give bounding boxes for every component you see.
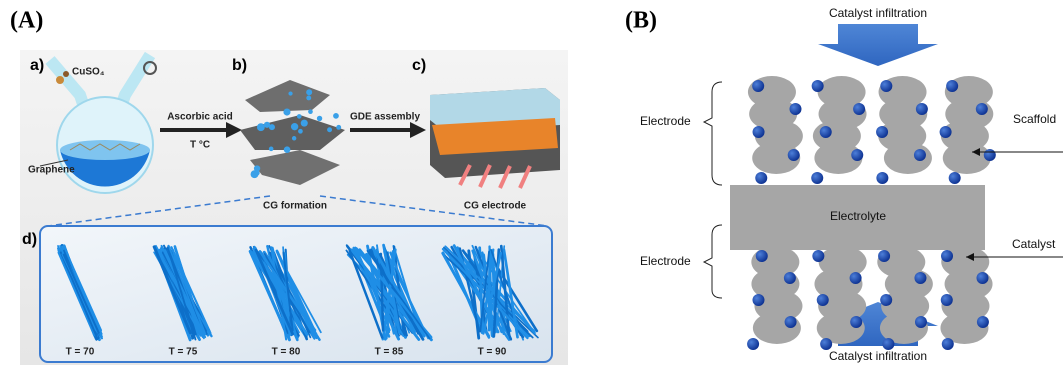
particle (264, 122, 270, 128)
catalyst-dot (915, 316, 927, 328)
catalyst-dot (812, 80, 824, 92)
arrow-label: Catalyst infiltration (829, 349, 927, 363)
bundle-label: T = 75 (169, 347, 198, 358)
particle (288, 91, 292, 95)
scaffold-blob (943, 142, 991, 174)
step-caption: CG electrode (464, 201, 527, 212)
catalyst-dot (812, 250, 824, 262)
catalyst-dot (977, 316, 989, 328)
bundle-label: T = 85 (375, 347, 404, 358)
arrow-label: Ascorbic acid (167, 112, 233, 123)
arrow-label: Catalyst infiltration (829, 6, 927, 20)
catalyst-dot (785, 316, 797, 328)
scaffold-label: Scaffold (1013, 112, 1056, 126)
electrolyte-label: Electrolyte (830, 209, 886, 223)
catalyst-dot (914, 149, 926, 161)
catalyst-dot (853, 103, 865, 115)
catalyst-label: Catalyst (1012, 237, 1056, 251)
catalyst-dot (817, 294, 829, 306)
bracket (704, 225, 722, 298)
panel-label: (A) (10, 8, 43, 34)
bundle-label: T = 90 (478, 347, 507, 358)
catalyst-dot (942, 338, 954, 350)
fiber (489, 252, 490, 330)
infiltration-arrow (818, 24, 938, 66)
catalyst-dot (789, 103, 801, 115)
particle (298, 129, 303, 134)
particle (306, 95, 311, 100)
catalyst-dot (976, 103, 988, 115)
material: Graphene (28, 165, 75, 176)
bundle-label: T = 70 (66, 347, 95, 358)
particle (292, 136, 296, 140)
step-caption: CG formation (263, 201, 327, 212)
catalyst-dot (946, 80, 958, 92)
catalyst-dot (941, 250, 953, 262)
catalyst-dot (784, 272, 796, 284)
catalyst-dot (752, 80, 764, 92)
particle (336, 125, 341, 130)
catalyst-dot (882, 338, 894, 350)
particle (306, 89, 312, 95)
particle (283, 108, 290, 115)
particle (333, 113, 339, 119)
particle (308, 109, 313, 114)
particle (297, 114, 302, 119)
inset-label: d) (22, 231, 37, 248)
catalyst-dot (984, 149, 996, 161)
catalyst-dot (747, 338, 759, 350)
particle (269, 147, 274, 152)
catalyst-dot (916, 103, 928, 115)
scaffold-blob (753, 312, 801, 344)
arrow-label: GDE assembly (350, 112, 420, 123)
catalyst-dot (788, 149, 800, 161)
arrow-label: T °C (190, 140, 210, 151)
catalyst-dot (811, 172, 823, 184)
step-label: b) (232, 57, 247, 74)
reagent: CuSO₄ (72, 67, 105, 78)
figure: (A) a) CuSO₄ Graphene Ascorbic acid T °C… (0, 0, 1063, 365)
electrode-label: Electrode (640, 114, 691, 128)
particle (317, 116, 322, 121)
catalyst-dot (880, 294, 892, 306)
catalyst-dot (941, 294, 953, 306)
catalyst-dot (876, 172, 888, 184)
particle (291, 123, 298, 130)
catalyst-dot (753, 126, 765, 138)
particle (255, 171, 260, 176)
catalyst-dot (880, 80, 892, 92)
particle (284, 146, 291, 153)
particle (327, 127, 332, 132)
catalyst-dot (752, 294, 764, 306)
bracket (704, 82, 722, 185)
catalyst-dot (755, 172, 767, 184)
catalyst-dot (976, 272, 988, 284)
catalyst-dot (878, 250, 890, 262)
step-label: a) (30, 57, 44, 74)
catalyst-dot (756, 250, 768, 262)
catalyst-dot (914, 272, 926, 284)
electrode-label: Electrode (640, 254, 691, 268)
particle (257, 123, 265, 131)
catalyst-dot (850, 272, 862, 284)
particle (301, 120, 308, 127)
catalyst-dot (850, 316, 862, 328)
catalyst-dot (949, 172, 961, 184)
bundle-label: T = 80 (272, 347, 301, 358)
catalyst-dot (820, 338, 832, 350)
catalyst-dot (940, 126, 952, 138)
panel-label: (B) (625, 8, 657, 34)
catalyst-dot (876, 126, 888, 138)
catalyst-dot (851, 149, 863, 161)
catalyst-dot (820, 126, 832, 138)
step-label: c) (412, 57, 426, 74)
